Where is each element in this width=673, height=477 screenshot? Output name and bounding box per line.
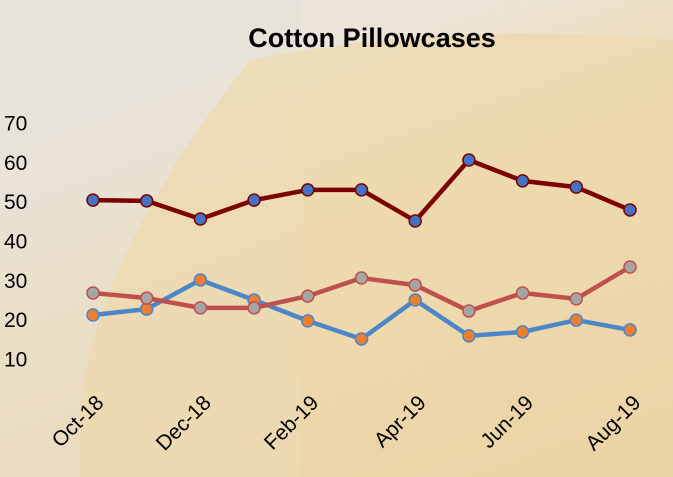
point	[624, 204, 636, 216]
point	[302, 290, 314, 302]
y-tick-label: 70	[4, 113, 27, 136]
point	[409, 279, 421, 291]
y-tick-label: 50	[4, 191, 27, 214]
point	[517, 175, 529, 187]
point	[463, 154, 475, 166]
point	[517, 326, 529, 338]
point	[194, 302, 206, 314]
point	[356, 333, 368, 345]
point	[409, 215, 421, 227]
point	[570, 181, 582, 193]
chart: Cotton Pillowcases 10203040506070Oct-18D…	[0, 0, 673, 477]
point	[570, 293, 582, 305]
point	[141, 292, 153, 304]
point	[141, 195, 153, 207]
point	[356, 272, 368, 284]
point	[87, 287, 99, 299]
y-tick-label: 40	[4, 231, 27, 254]
point	[570, 314, 582, 326]
point	[463, 330, 475, 342]
y-tick-label: 10	[4, 349, 27, 372]
point	[87, 309, 99, 321]
point	[194, 274, 206, 286]
point	[356, 184, 368, 196]
chart-title: Cotton Pillowcases	[248, 23, 496, 53]
point	[409, 294, 421, 306]
point	[624, 261, 636, 273]
y-tick-label: 20	[4, 309, 27, 332]
point	[302, 315, 314, 327]
point	[517, 287, 529, 299]
point	[248, 302, 260, 314]
y-tick-label: 30	[4, 270, 27, 293]
point	[87, 194, 99, 206]
y-tick-label: 60	[4, 152, 27, 175]
point	[463, 305, 475, 317]
point	[302, 184, 314, 196]
point	[248, 194, 260, 206]
point	[624, 324, 636, 336]
point	[141, 303, 153, 315]
chart-background: Cotton Pillowcases 10203040506070Oct-18D…	[0, 0, 673, 477]
point	[194, 213, 206, 225]
